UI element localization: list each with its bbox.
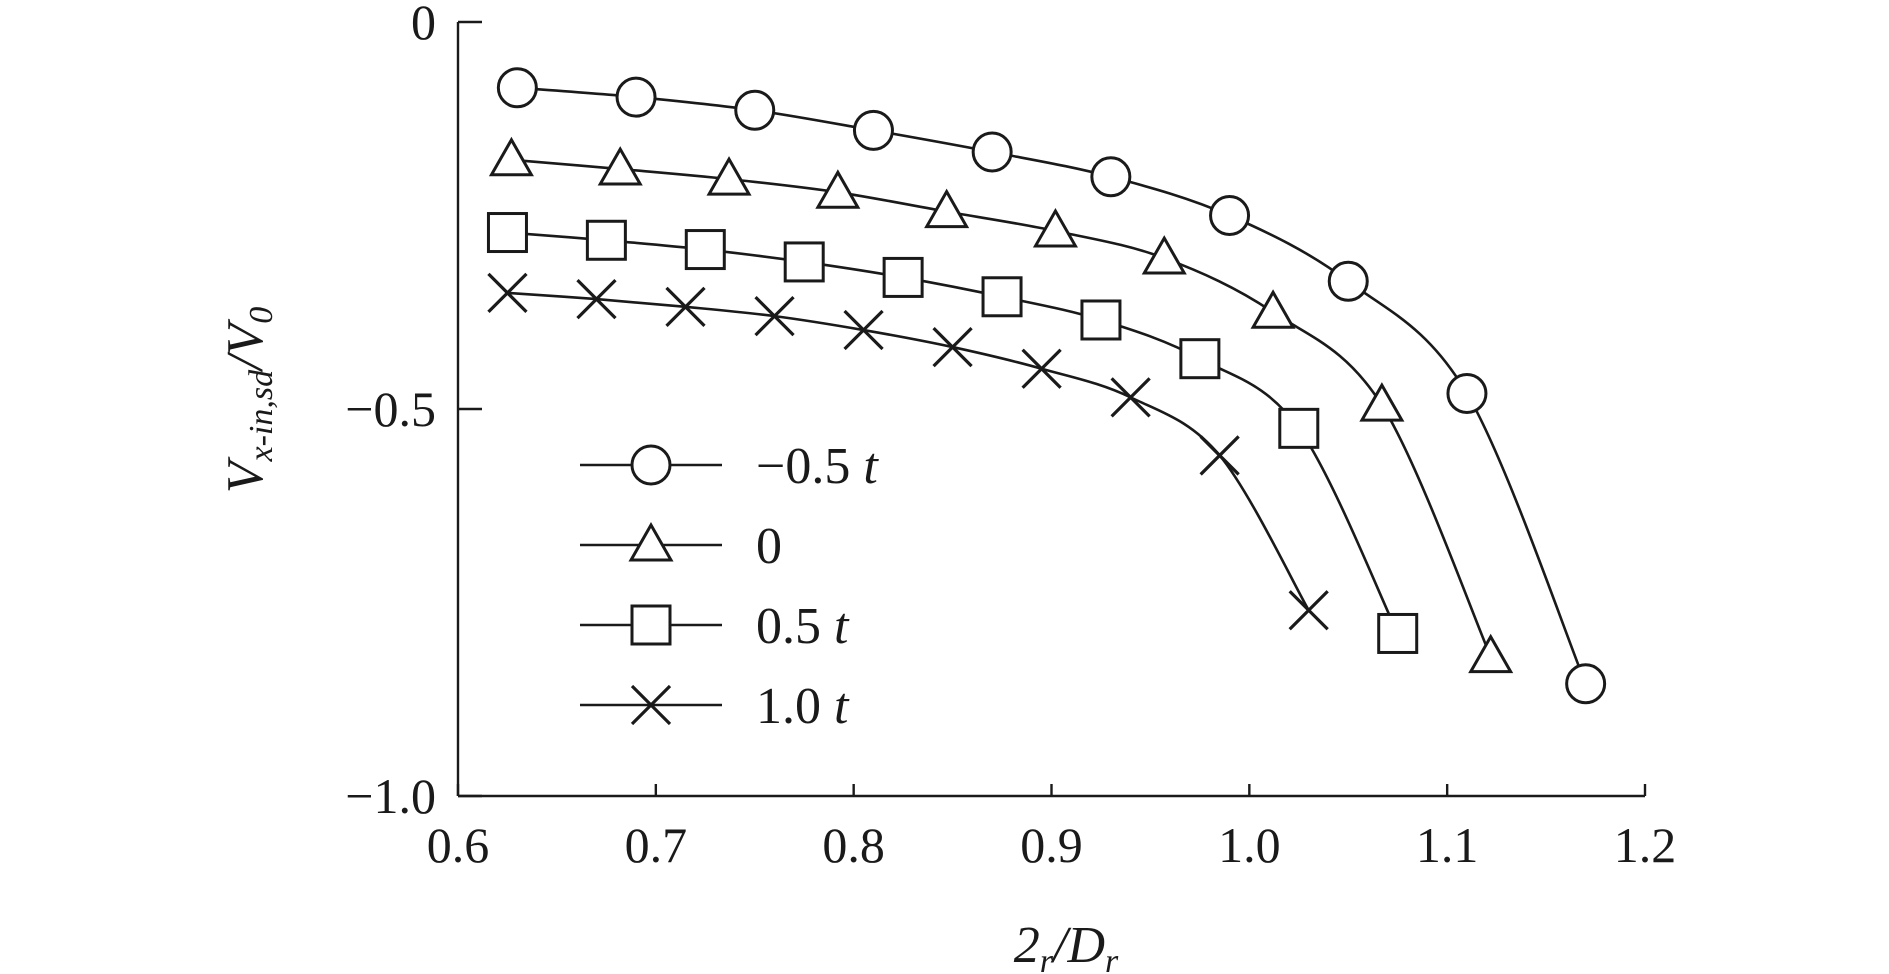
data-point-triangle	[924, 188, 970, 229]
legend-marker-square	[630, 604, 672, 646]
legend-item: 0	[580, 518, 782, 575]
y-tick-label: −0.5	[345, 381, 436, 437]
data-point-circle	[1565, 663, 1607, 705]
data-point-square	[684, 229, 726, 271]
x-tick-label: 1.0	[1218, 817, 1281, 873]
data-point-circle	[1446, 373, 1488, 415]
data-point-square	[981, 276, 1023, 318]
x-tick-label: 0.8	[822, 817, 885, 873]
data-point-circle	[615, 76, 657, 118]
ticks: 0.6 0.7 0.8 0.9 1.0 1.1 1.2 0 −0.5 −1.0	[345, 0, 1676, 873]
data-point-triangle	[488, 136, 534, 177]
data-point-x	[754, 295, 795, 337]
data-point-square	[1080, 299, 1122, 341]
data-point-circle	[1327, 260, 1369, 302]
legend: −0.5 t 0 0.5 t 1.0 t	[580, 438, 879, 735]
legend-marker-x	[630, 684, 672, 726]
data-point-x	[843, 309, 884, 351]
legend-marker-triangle	[628, 522, 674, 562]
data-point-triangle	[1141, 235, 1187, 275]
series-square	[486, 212, 1419, 654]
data-point-triangle	[815, 169, 861, 209]
y-tick-label: 0	[411, 0, 436, 50]
series-circle	[496, 67, 1607, 705]
data-point-square	[1179, 338, 1221, 380]
data-point-square	[486, 212, 528, 254]
series-line-triangle	[511, 158, 1492, 658]
data-point-triangle	[1250, 289, 1296, 329]
data-point-square	[1278, 407, 1320, 449]
data-point-x	[576, 278, 617, 320]
data-point-x	[1021, 348, 1062, 389]
y-axis-label: Vx-in,sd/V0	[217, 307, 280, 494]
data-point-square	[882, 256, 924, 298]
data-point-x	[1288, 590, 1329, 631]
legend-label: 1.0 t	[756, 678, 850, 735]
data-point-square	[1377, 612, 1419, 654]
data-point-triangle	[1032, 208, 1078, 248]
series-x	[487, 272, 1329, 631]
x-tick-label: 0.9	[1020, 817, 1083, 873]
y-tick-label: −1.0	[345, 768, 436, 824]
series-line-square	[507, 231, 1399, 635]
data-point-triangle	[1468, 633, 1514, 674]
data-point-square	[585, 219, 627, 261]
legend-label: 0.5 t	[756, 598, 850, 655]
x-axis-label: 2r/Dr	[1014, 917, 1119, 974]
x-tick-label: 1.1	[1416, 817, 1479, 873]
x-tick-label: 0.7	[625, 817, 688, 873]
data-point-x	[1199, 435, 1240, 476]
legend-item: 1.0 t	[580, 678, 850, 735]
series-line-circle	[517, 86, 1587, 685]
data-point-circle	[734, 89, 776, 131]
data-point-circle	[971, 131, 1013, 173]
data-point-triangle	[1359, 382, 1405, 422]
data-point-circle	[496, 67, 538, 109]
data-point-circle	[1090, 156, 1132, 198]
series-triangle	[488, 136, 1514, 674]
data-point-x	[1110, 377, 1151, 418]
data-point-x	[487, 272, 528, 314]
data-point-triangle	[597, 146, 643, 186]
x-tick-label: 0.6	[427, 817, 490, 873]
data-point-circle	[852, 109, 894, 151]
series-plot	[486, 67, 1607, 705]
legend-marker-circle	[630, 444, 672, 486]
legend-item: −0.5 t	[580, 438, 879, 495]
data-point-triangle	[706, 156, 752, 196]
legend-label: −0.5 t	[756, 438, 879, 495]
legend-item: 0.5 t	[580, 598, 850, 655]
data-point-x	[665, 286, 706, 327]
x-tick-label: 1.2	[1614, 817, 1677, 873]
data-point-circle	[1209, 195, 1251, 236]
data-point-x	[932, 326, 973, 368]
legend-label: 0	[756, 518, 782, 575]
data-point-square	[783, 241, 825, 283]
